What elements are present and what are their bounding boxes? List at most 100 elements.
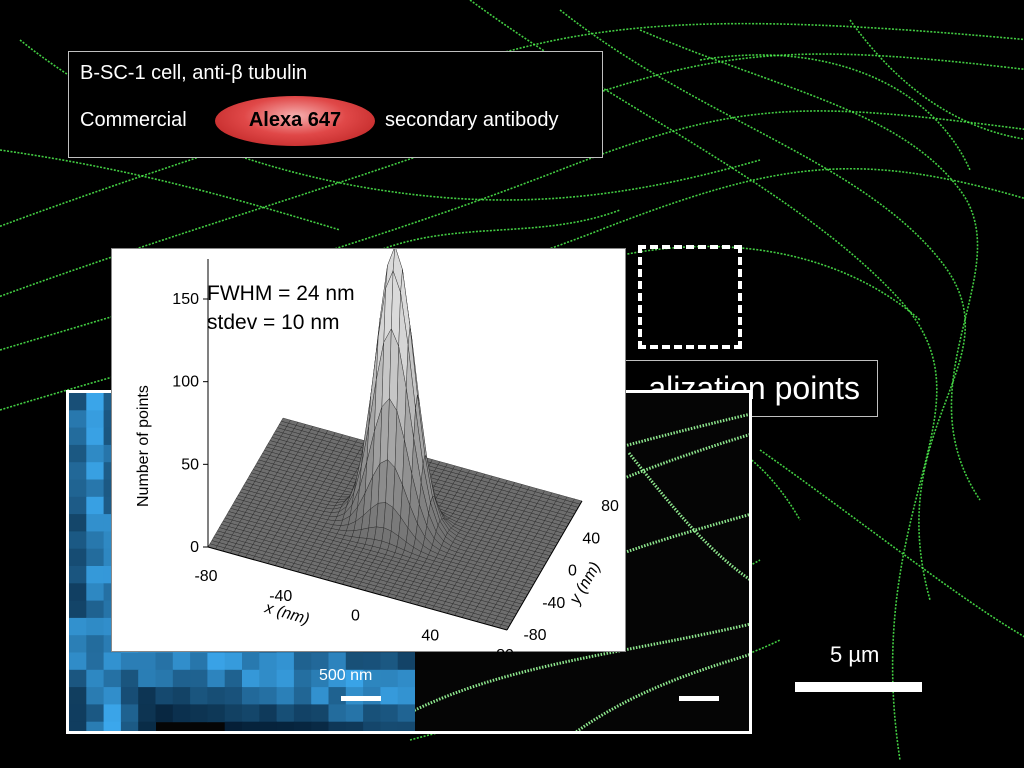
widefield-pixel [207,704,226,723]
z-tick-label: 50 [181,456,199,473]
widefield-pixel [363,704,381,723]
widefield-pixel [380,669,399,688]
widefield-pixel [397,704,415,723]
x-tick-label: 40 [421,627,439,644]
widefield-pixel [69,617,87,636]
widefield-pixel [242,687,260,705]
widefield-pixel [138,704,156,723]
widefield-pixel [328,652,347,671]
inset-microtubule-strand [408,622,749,715]
microtubule-strand [639,29,981,501]
widefield-pixel [328,704,347,723]
microtubule-strand [849,19,1024,140]
widefield-pixel [190,669,208,688]
widefield-pixel [86,462,105,480]
widefield-pixel [69,444,87,463]
widefield-pixel [120,704,139,723]
widefield-pixel [86,721,105,731]
widefield-pixel [69,669,87,688]
widefield-pixel [207,687,226,705]
widefield-pixel [86,444,105,463]
dye-label: Alexa 647 [248,109,342,131]
widefield-pixel [172,669,191,688]
x-tick-label: -40 [269,588,292,605]
widefield-pixel [172,704,191,723]
widefield-pixel [86,635,105,653]
widefield-pixel [276,669,295,688]
widefield-pixel [69,548,87,567]
widefield-pixel [86,479,105,498]
dye-badge: Alexa 647 [215,96,375,146]
widefield-pixel [224,687,243,705]
z-tick-label: 100 [172,374,199,391]
caption-suffix: secondary antibody [385,109,559,131]
microtubule-strand [699,54,971,171]
plot-axes [207,259,583,631]
widefield-pixel [69,514,87,532]
widefield-pixel [69,393,87,411]
widefield-pixel [311,652,329,671]
widefield-pixel [69,600,87,619]
widefield-pixel [397,721,415,731]
widefield-pixel [86,687,105,705]
widefield-pixel [69,410,87,429]
z-tick-label: 0 [190,539,199,556]
widefield-pixel [103,721,122,731]
widefield-pixel [311,687,329,705]
widefield-pixel [155,704,174,723]
widefield-pixel [86,531,105,550]
widefield-pixel [69,496,87,515]
widefield-pixel [86,566,105,584]
widefield-pixel [293,669,312,688]
widefield-pixel [86,514,105,532]
widefield-pixel [120,669,139,688]
inset-scale-bar [341,696,381,701]
widefield-pixel [69,652,87,671]
widefield-pixel [138,652,156,671]
microtubule-strand [379,209,621,251]
surface-mesh [207,249,583,631]
widefield-pixel [259,687,278,705]
widefield-pixel [224,704,243,723]
widefield-pixel [259,721,278,731]
widefield-pixel [276,721,295,731]
y-tick-label: -40 [542,595,565,612]
widefield-pixel [86,600,105,619]
widefield-pixel [311,669,329,688]
stats-stdev: stdev = 10 nm [207,311,340,334]
widefield-pixel [138,669,156,688]
widefield-pixel [293,687,312,705]
widefield-pixel [138,687,156,705]
widefield-pixel [276,704,295,723]
widefield-pixel [69,583,87,602]
stats-fwhm: FWHM = 24 nm [207,282,355,305]
widefield-pixel [86,669,105,688]
widefield-pixel [207,652,226,671]
widefield-pixel [380,704,399,723]
widefield-pixel [259,704,278,723]
widefield-pixel [259,669,278,688]
z-axis-label: Number of points [135,385,152,507]
inset-microtubule-strand [574,653,749,731]
x-tick-label: -80 [194,568,217,585]
y-tick-label: 0 [568,563,577,580]
widefield-pixel [224,721,243,731]
widefield-pixel [345,652,364,671]
widefield-pixel [69,479,87,498]
widefield-pixel [242,669,260,688]
widefield-pixel [363,652,381,671]
widefield-pixel [242,704,260,723]
widefield-pixel [69,566,87,584]
scale-bar [795,682,922,692]
widefield-pixel [345,669,364,688]
widefield-pixel [155,669,174,688]
widefield-pixel [345,704,364,723]
widefield-pixel [69,531,87,550]
widefield-pixel [120,721,139,731]
widefield-pixel [86,548,105,567]
widefield-pixel [155,687,174,705]
widefield-pixel [69,462,87,480]
